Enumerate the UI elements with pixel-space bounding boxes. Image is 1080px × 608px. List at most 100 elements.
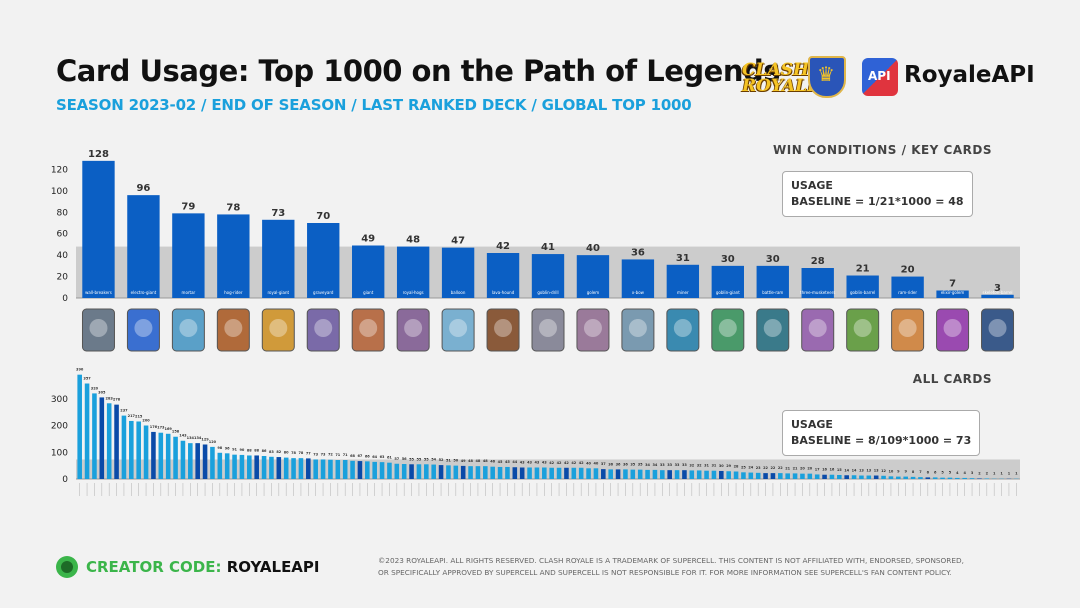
key-data-label: 48 [406, 235, 420, 246]
key-category-label: goblin-barrel [850, 290, 875, 295]
all-data-label: 16 [830, 468, 835, 472]
all-bar [483, 466, 488, 479]
royal-hogs-icon [396, 308, 430, 352]
key-category-label: graveyard [313, 290, 334, 295]
all-data-label: 49 [461, 459, 466, 463]
all-data-label: 20 [800, 467, 805, 471]
all-data-label: 90 [240, 448, 245, 452]
key-bar [711, 265, 744, 298]
all-bar [202, 444, 208, 479]
bottom-usage-annotation: USAGE BASELINE = 8/109*1000 = 73 [782, 410, 981, 456]
key-data-label: 36 [631, 247, 645, 258]
all-bar [578, 467, 584, 479]
all-data-label: 86 [262, 449, 267, 453]
royal-hogs-icon-face [404, 319, 423, 337]
all-data-label: 31 [704, 464, 709, 468]
all-bar [888, 476, 894, 479]
all-bar [947, 477, 953, 479]
all-bar [689, 470, 695, 479]
all-bar [601, 469, 606, 479]
clash-royale-logo-text: CLASH ROYALE [742, 60, 821, 96]
all-bar [770, 473, 776, 479]
royaleapi-logo-text: API [868, 69, 891, 83]
wall-breakers-icon-face [89, 319, 108, 337]
key-bar [307, 223, 340, 298]
creator-code-value: ROYALEAPI [226, 558, 320, 576]
key-data-label: 41 [541, 242, 555, 253]
all-data-label: 9 [897, 470, 900, 474]
key-bar [82, 160, 115, 298]
all-data-label: 217 [128, 414, 136, 418]
all-data-label: 33 [675, 463, 680, 467]
all-bar [527, 467, 532, 479]
x-bow-icon-face [628, 319, 647, 337]
all-data-label: 51 [446, 458, 451, 462]
all-data-label: 40 [586, 461, 591, 465]
key-category-label: giant [363, 290, 374, 295]
hog-rider-icon [216, 308, 250, 352]
key-bar [352, 245, 385, 298]
all-data-label: 283 [106, 396, 114, 400]
all-data-label: 2 [978, 471, 981, 475]
all-bar [424, 464, 429, 479]
key-data-label: 30 [766, 254, 780, 265]
all-bar [438, 465, 444, 479]
all-data-label: 88 [247, 448, 252, 452]
key-bar [531, 254, 565, 298]
all-data-label: 9 [904, 470, 907, 474]
all-data-label: 32 [697, 463, 702, 467]
brand-name: RoyaleAPI [904, 62, 1035, 88]
all-bar [549, 467, 554, 479]
all-bar [652, 469, 658, 479]
all-bar [342, 460, 348, 479]
x-bow-icon [621, 308, 655, 352]
all-bar [239, 454, 245, 479]
all-bar [210, 446, 215, 479]
giant-icon [351, 308, 385, 352]
all-data-label: 28 [734, 465, 739, 469]
all-data-label: 35 [630, 463, 635, 467]
all-data-label: 88 [254, 448, 259, 452]
ram-rider-icon [891, 308, 925, 352]
all-data-label: 8 [912, 470, 915, 474]
goblin-giant-icon [711, 308, 745, 352]
all-bar [298, 458, 304, 479]
all-data-label: 42 [579, 461, 584, 465]
all-bar [962, 477, 967, 479]
key-ytick-label: 120 [51, 165, 68, 175]
all-bar [955, 477, 960, 479]
all-bar [778, 473, 783, 479]
all-bar [844, 475, 849, 479]
key-data-label: 28 [811, 256, 825, 267]
all-bar [188, 443, 193, 479]
key-data-label: 3 [994, 283, 1001, 294]
key-category-label: wall-breakers [85, 290, 112, 295]
all-bar [291, 458, 296, 479]
all-data-label: 6 [934, 470, 937, 474]
all-data-label: 45 [498, 460, 503, 464]
all-data-label: 43 [535, 460, 540, 464]
bottom-usage-label: USAGE [791, 418, 833, 431]
page-title: Card Usage: Top 1000 on the Path of Lege… [56, 54, 781, 88]
all-bar [283, 457, 289, 479]
all-bar [446, 465, 451, 479]
all-bar [475, 466, 481, 479]
all-bar [785, 473, 790, 479]
all-bar [460, 465, 466, 479]
all-data-label: 158 [172, 430, 180, 434]
key-data-label: 73 [271, 208, 285, 219]
all-data-label: 14 [852, 468, 857, 472]
key-category-label: three-musketeers [800, 290, 835, 295]
all-bar [269, 456, 274, 479]
all-bar [165, 433, 171, 479]
all-data-label: 55 [424, 457, 429, 461]
all-bar [387, 462, 392, 479]
all-bar [748, 472, 754, 479]
key-ytick-label: 100 [51, 187, 68, 197]
key-data-label: 128 [88, 149, 109, 160]
all-data-label: 42 [571, 461, 576, 465]
all-data-label: 77 [306, 451, 311, 455]
all-data-label: 36 [608, 462, 613, 466]
all-bar [534, 467, 540, 479]
